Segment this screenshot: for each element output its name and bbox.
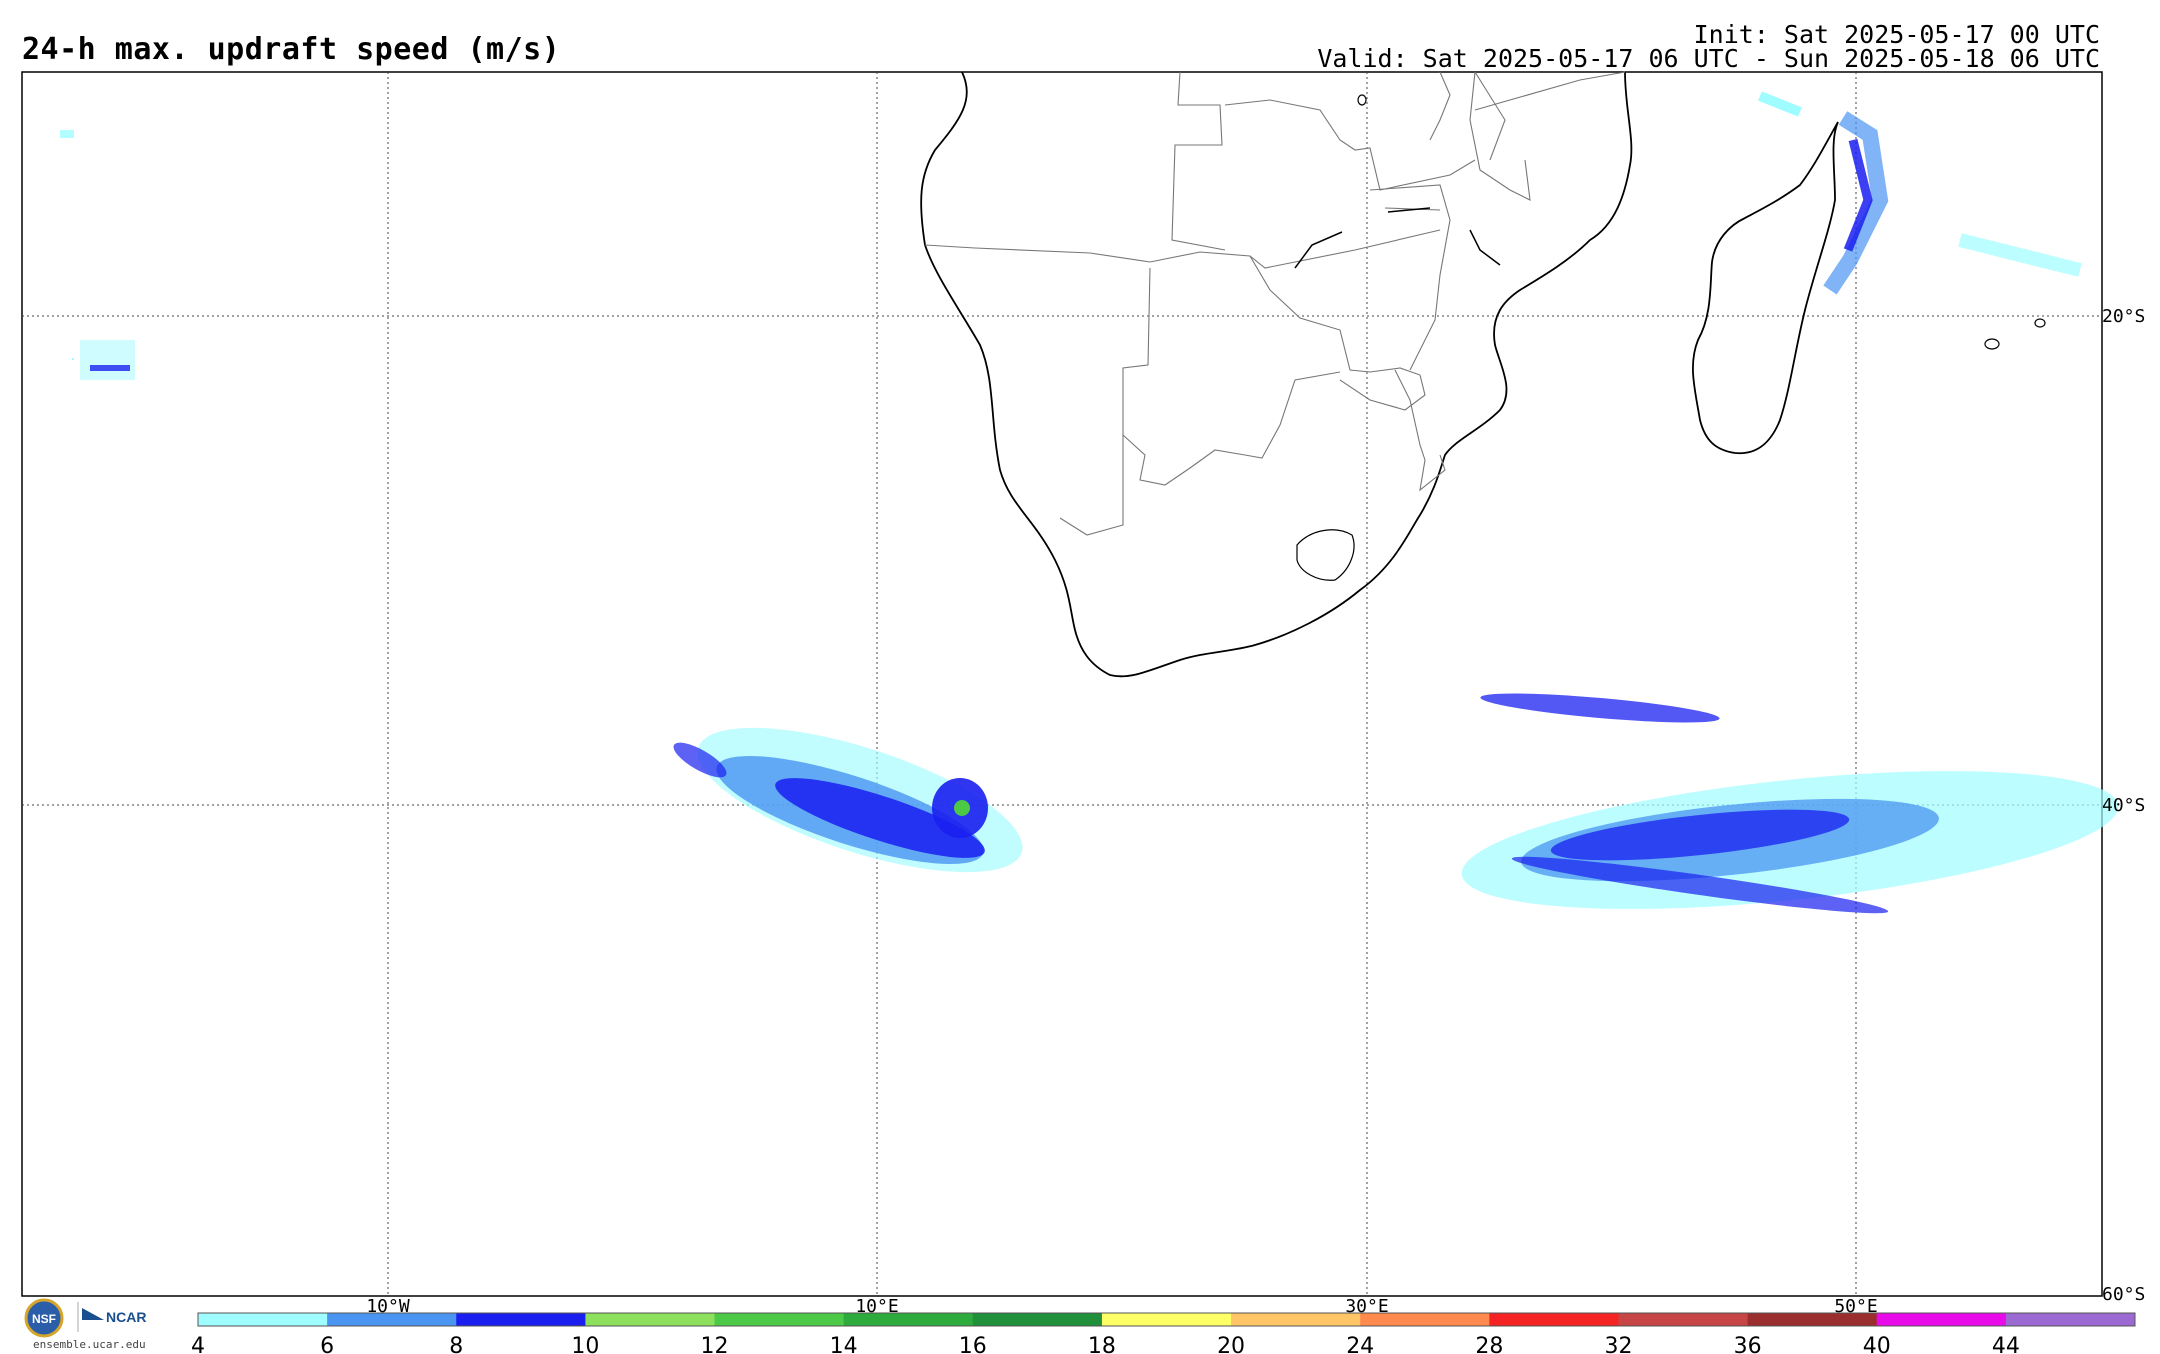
lon-label-10e: 10°E (855, 1296, 898, 1317)
colorbar-swatch (1876, 1313, 2007, 1326)
colorbar-swatch (585, 1313, 716, 1326)
updraft-field-madagascar (1758, 91, 2082, 295)
ncar-logo-text: NCAR (106, 1309, 146, 1325)
colorbar-swatch (972, 1313, 1103, 1326)
colorbar-swatch (1360, 1313, 1490, 1326)
colorbar-tick-label: 24 (1346, 1334, 1374, 1354)
colorbar-swatch (327, 1313, 457, 1326)
colorbar-tick-label: 40 (1863, 1334, 1891, 1354)
colorbar-swatch (2005, 1313, 2136, 1326)
colorbar-tick-label: 44 (1992, 1334, 2020, 1354)
colorbar-tick-label: 32 (1604, 1334, 1632, 1354)
updraft-field-indian-ocean (1461, 693, 2119, 914)
lakes (1294, 207, 1501, 269)
ncar-logo-icon: NCAR (77, 1302, 146, 1332)
colorbar-swatch (1231, 1313, 1361, 1326)
nsf-logo-icon: NSF (24, 1298, 64, 1338)
map-frame (21, 71, 2103, 1297)
colorbar-tick-label: 16 (959, 1334, 987, 1354)
colorbar-tick-label: 20 (1217, 1334, 1245, 1354)
colorbar-swatch (1489, 1313, 1619, 1326)
colorbar-tick-label: 14 (830, 1334, 858, 1354)
lon-label-10w: 10°W (366, 1296, 410, 1317)
lat-label-40s: 40°S (2102, 795, 2145, 816)
updraft-field-west (60, 130, 135, 380)
colorbar-swatch (843, 1313, 974, 1326)
graticule (22, 72, 2102, 1296)
colorbar-swatch (1618, 1313, 1749, 1326)
colorbar-tick-label: 18 (1088, 1334, 1116, 1354)
lat-labels: 20°S 40°S 60°S (2102, 306, 2145, 1305)
nsf-logo-text: NSF (32, 1312, 56, 1326)
site-url: ensemble.ucar.edu (33, 1338, 146, 1351)
colorbar-frame (197, 1312, 2136, 1327)
lon-labels: 10°W 10°E 30°E 50°E (366, 1296, 1877, 1317)
colorbar-tick-label: 12 (701, 1334, 729, 1354)
coastlines (920, 71, 2046, 678)
country-borders (924, 71, 1626, 536)
lon-label-50e: 50°E (1834, 1296, 1877, 1317)
init-time: Init: Sat 2025-05-17 00 UTC (1693, 20, 2100, 49)
colorbar-swatch (1101, 1313, 1232, 1326)
valid-time: Valid: Sat 2025-05-17 06 UTC - Sun 2025-… (1317, 44, 2100, 73)
lon-label-30e: 30°E (1345, 1296, 1388, 1317)
colorbar-tick-label: 6 (320, 1334, 334, 1354)
colorbar-swatch (1747, 1313, 1878, 1326)
colorbar-swatch (456, 1313, 586, 1326)
colorbar-tick-label: 28 (1475, 1334, 1503, 1354)
lat-label-20s: 20°S (2102, 306, 2145, 327)
updraft-field-south-atlantic (673, 727, 1023, 873)
colorbar-swatch (714, 1313, 845, 1326)
colorbar-tick-label: 4 (191, 1334, 205, 1354)
page-title: 24-h max. updraft speed (m/s) (22, 32, 561, 67)
colorbar-tick-label: 36 (1734, 1334, 1762, 1354)
colorbar-swatch (198, 1313, 328, 1326)
colorbar-tick-label: 10 (571, 1334, 599, 1354)
lat-label-60s: 60°S (2102, 1284, 2145, 1305)
colorbar-tick-label: 8 (449, 1334, 463, 1354)
colorbar: 4 6 8 10 12 14 16 18 20 24 28 32 36 40 44 (191, 1312, 2136, 1354)
